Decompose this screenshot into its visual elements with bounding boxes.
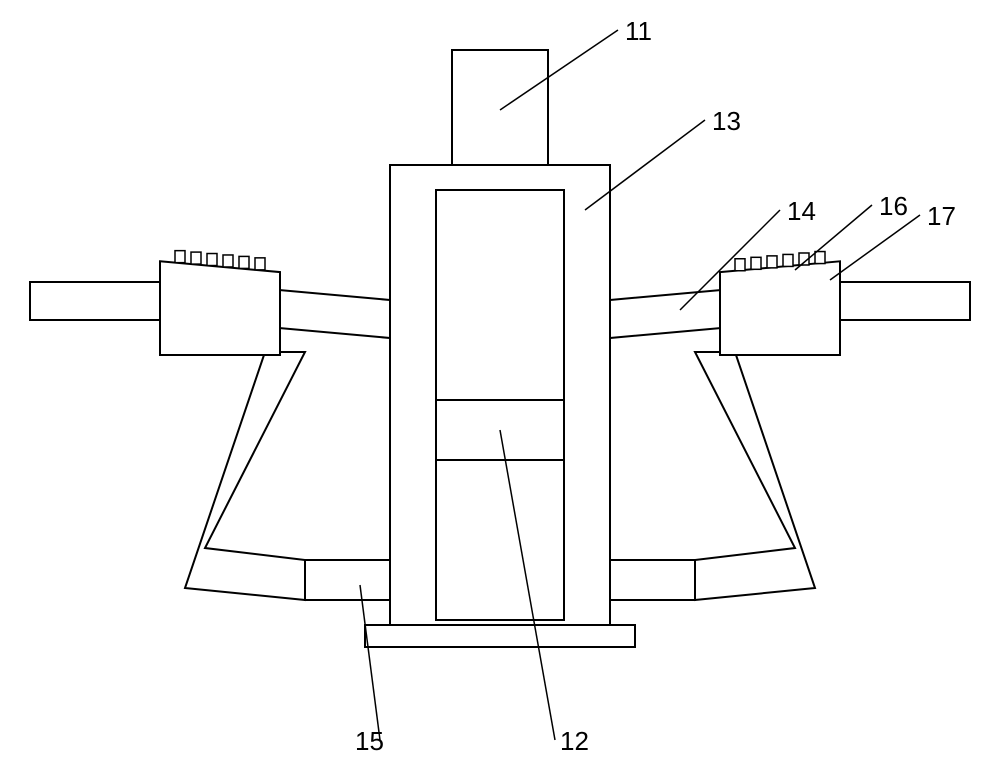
label-l11: 11 — [625, 16, 652, 46]
label-l17: 17 — [927, 201, 956, 231]
technical-diagram: 11 13 14 16 17 12 15 — [0, 0, 1000, 761]
label-l13: 13 — [712, 106, 741, 136]
label-l15: 15 — [355, 726, 384, 756]
label-l14: 14 — [787, 196, 816, 226]
label-l16: 16 — [879, 191, 908, 221]
label-l12: 12 — [560, 726, 589, 756]
